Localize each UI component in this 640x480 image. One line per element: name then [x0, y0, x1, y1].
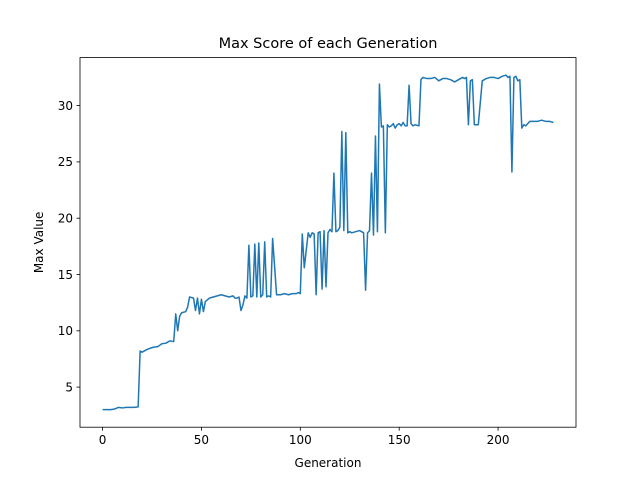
y-tick-label: 10: [58, 324, 73, 338]
x-tick-label: 50: [194, 433, 209, 447]
y-tick-label: 15: [58, 268, 73, 282]
x-tick-label: 200: [487, 433, 510, 447]
axes-frame: [79, 57, 577, 428]
chart-title: Max Score of each Generation: [219, 36, 438, 52]
x-tick-label: 0: [99, 433, 107, 447]
x-axis-label: Generation: [295, 456, 362, 470]
y-axis-label: Max Value: [32, 212, 46, 274]
x-tick-label: 150: [388, 433, 411, 447]
y-tick-label: 25: [58, 155, 73, 169]
y-tick-label: 5: [65, 380, 73, 394]
x-axis: 0 50 100 150 200: [99, 427, 510, 447]
y-axis: 5 10 15 20 25 30: [58, 99, 80, 394]
x-tick-label: 100: [289, 433, 312, 447]
plot-area: [102, 74, 554, 411]
series-line-0: [102, 74, 554, 411]
y-tick-label: 20: [58, 211, 73, 225]
y-tick-label: 30: [58, 99, 73, 113]
